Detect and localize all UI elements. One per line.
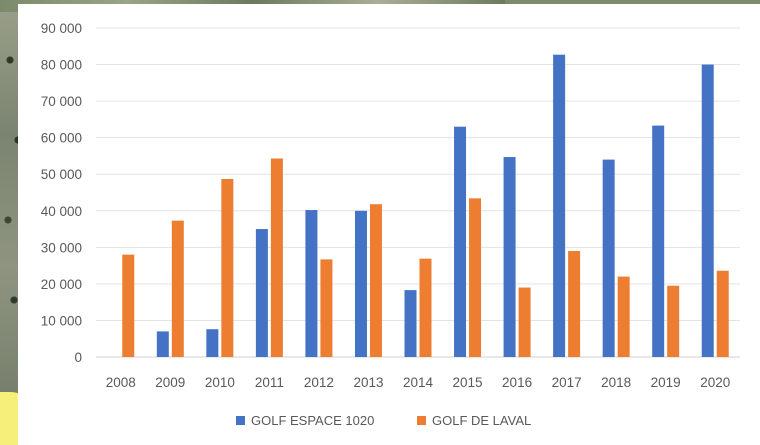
x-tick-label: 2015 [453,375,483,390]
y-tick-label: 20 000 [41,277,82,292]
bar-golf-de-laval-2017 [568,250,581,357]
y-tick-label: 30 000 [41,240,82,255]
bar-golf-de-laval-2018 [617,276,630,357]
bar-golf-de-laval-2013 [369,204,382,357]
x-tick-label: 2018 [601,375,631,390]
bar-golf-de-laval-2020 [716,270,729,357]
bar-golf-de-laval-2019 [667,285,680,357]
y-tick-label: 60 000 [41,131,82,146]
x-tick-label: 2010 [205,375,235,390]
y-tick-label: 50 000 [41,167,82,182]
x-tick-label: 2011 [255,375,284,390]
y-tick-label: 40 000 [41,204,82,219]
bar-golf-de-laval-2016 [518,287,531,357]
bar-golf-de-laval-2008 [122,254,135,357]
bar-golf-espace-1020-2014 [404,290,417,357]
y-tick-label: 70 000 [41,94,82,109]
legend-label: GOLF DE LAVAL [432,413,531,428]
gridlines [96,27,740,358]
bar-golf-de-laval-2014 [419,258,432,357]
bar-golf-espace-1020-2016 [503,157,516,357]
y-tick-label: 90 000 [41,21,82,36]
legend-label: GOLF ESPACE 1020 [251,413,374,428]
legend-swatch [417,416,426,425]
bar-golf-espace-1020-2020 [701,64,714,358]
bar-golf-de-laval-2015 [469,198,482,357]
y-tick-label: 0 [74,350,82,365]
y-tick-label: 10 000 [41,313,82,328]
chart-card [18,4,760,445]
x-tick-label: 2012 [304,375,334,390]
x-tick-label: 2008 [106,375,136,390]
x-tick-label: 2009 [155,375,185,390]
bar-golf-espace-1020-2012 [305,210,318,357]
legend: GOLF ESPACE 1020 GOLF DE LAVAL [236,413,531,428]
bar-golf-espace-1020-2015 [454,126,467,357]
bar-golf-espace-1020-2013 [354,210,367,357]
bar-golf-de-laval-2009 [171,220,184,357]
bar-golf-espace-1020-2017 [553,54,566,358]
bar-golf-de-laval-2010 [221,178,234,357]
bar-golf-espace-1020-2018 [602,159,615,357]
bar-golf-espace-1020-2019 [652,125,665,357]
x-tick-label: 2013 [353,375,383,390]
bar-golf-de-laval-2012 [320,259,333,357]
bar-golf-espace-1020-2010 [206,329,219,357]
y-axis-tick-labels: 0 10 000 20 000 30 000 40 000 50 000 60 000 70 … [41,21,82,365]
x-tick-label: 2020 [700,375,730,390]
y-tick-label: 80 000 [41,58,82,73]
x-axis-tick-labels: 2008 2009 2010 2011 2012 2013 2014 2015 2016 2017… [106,375,731,390]
x-tick-label: 2014 [403,375,434,390]
x-tick-label: 2019 [651,375,681,390]
x-tick-label: 2017 [552,375,582,390]
bar-golf-espace-1020-2011 [255,229,268,357]
x-tick-label: 2016 [502,375,532,390]
legend-swatch [236,416,245,425]
bar-golf-de-laval-2011 [270,158,283,357]
bar-golf-espace-1020-2009 [156,331,169,357]
bars [122,54,729,358]
